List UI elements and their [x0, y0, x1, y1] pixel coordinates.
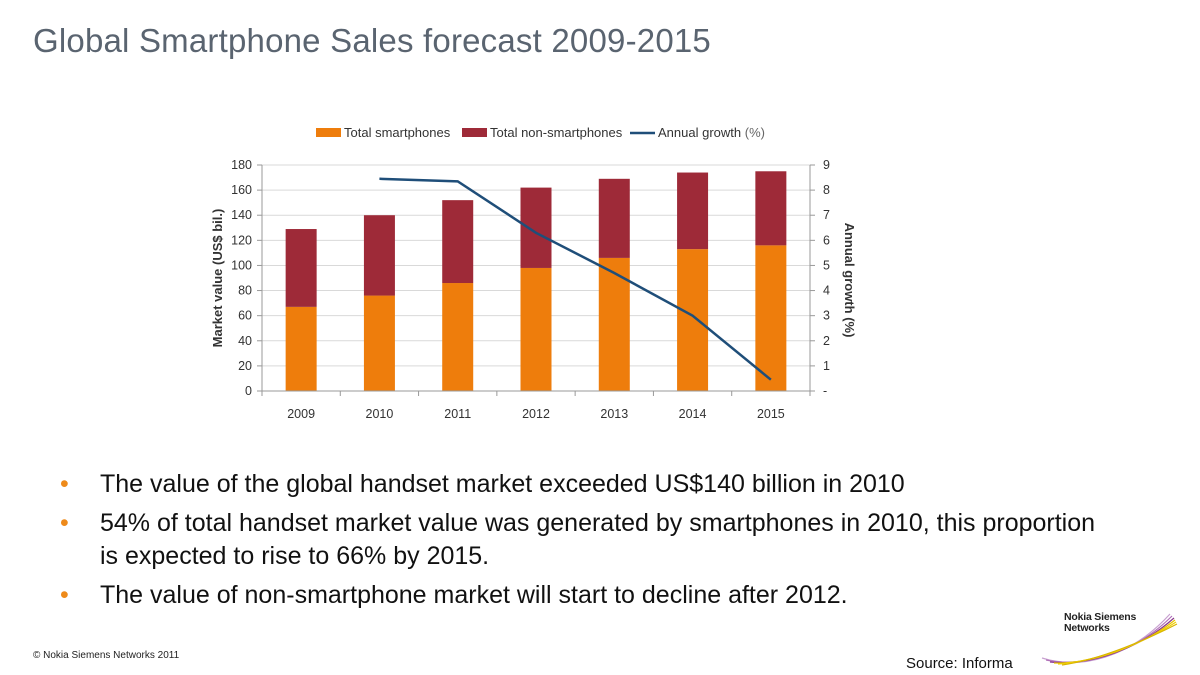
source-note: Source: Informa [906, 655, 1013, 672]
bullet-text: The value of the global handset market e… [100, 470, 905, 498]
y2-axis-title: Annual growth (%) [842, 223, 857, 338]
y2-tick-label: - [823, 384, 827, 398]
bar-non-smartphones [598, 178, 630, 258]
bar-smartphones [598, 257, 630, 391]
chart-axes: 0 20 40 60 80 100 120 140 160 180 - 1 2 3 4 5 6 7 8 9 2009 20… [210, 158, 857, 421]
legend-label-non-smartphones: Total non-smartphones [490, 125, 623, 140]
x-tick-label: 2014 [679, 407, 707, 421]
bullet-item: • 54% of total handset market value was … [60, 507, 1120, 573]
bullet-icon: • [60, 581, 69, 609]
y-tick-label: 80 [238, 284, 252, 298]
x-tick-label: 2009 [287, 407, 315, 421]
legend-label-growth: Annual growth (%) [658, 125, 765, 140]
copyright: © Nokia Siemens Networks 2011 [33, 650, 180, 661]
y2-tick-label: 6 [823, 233, 830, 247]
bar-smartphones [285, 306, 317, 391]
growth-line [379, 177, 772, 381]
bullet-list: • The value of the global handset market… [60, 468, 1120, 618]
y-tick-label: 160 [231, 183, 252, 197]
logo-text: Nokia Siemens Networks [1064, 612, 1136, 634]
bullet-icon: • [60, 509, 69, 537]
bullet-icon: • [60, 470, 69, 498]
bar-smartphones [363, 295, 395, 391]
x-tick-label: 2015 [757, 407, 785, 421]
y-tick-label: 180 [231, 158, 252, 172]
bar-non-smartphones [677, 172, 709, 250]
logo-line-1: Nokia Siemens [1064, 611, 1137, 623]
y-axis-title: Market value (US$ bil.) [210, 209, 225, 348]
bar-non-smartphones [363, 215, 395, 296]
x-tick-label: 2012 [522, 407, 550, 421]
y2-tick-label: 4 [823, 284, 830, 298]
y2-tick-label: 9 [823, 158, 830, 172]
x-tick-label: 2011 [444, 407, 471, 421]
page-title: Global Smartphone Sales forecast 2009-20… [33, 22, 711, 59]
bar-non-smartphones [442, 200, 474, 284]
nokia-siemens-logo-icon [1041, 613, 1178, 666]
bullet-item: • The value of the global handset market… [60, 468, 1120, 501]
x-tick-label: 2013 [600, 407, 628, 421]
y-tick-label: 40 [238, 334, 252, 348]
chart-growth-line [379, 177, 772, 381]
bar-smartphones [442, 283, 474, 391]
bar-smartphones [520, 267, 552, 391]
y-tick-label: 60 [238, 309, 252, 323]
y2-tick-label: 7 [823, 208, 830, 222]
chart-bars [285, 171, 787, 391]
bar-non-smartphones [520, 187, 552, 268]
bar-non-smartphones [285, 229, 317, 307]
legend-label-smartphones: Total smartphones [344, 125, 451, 140]
y2-tick-label: 1 [823, 359, 830, 373]
y-tick-label: 0 [245, 384, 252, 398]
y2-tick-label: 2 [823, 334, 830, 348]
bar-smartphones [677, 249, 709, 391]
y2-tick-label: 5 [823, 258, 830, 272]
logo-line-2: Networks [1064, 622, 1110, 634]
legend-swatch-non-smartphones [462, 128, 487, 137]
y2-tick-label: 8 [823, 183, 830, 197]
y2-tick-label: 3 [823, 309, 830, 323]
y-tick-label: 20 [238, 359, 252, 373]
chart: 0 20 40 60 80 100 120 140 160 180 - 1 2 3 4 5 6 7 8 9 2009 20… [210, 125, 857, 421]
x-tick-label: 2010 [366, 407, 394, 421]
bullet-text: The value of non-smartphone market will … [100, 581, 848, 609]
chart-legend: Total smartphones Total non-smartphones An… [316, 125, 765, 140]
y-tick-label: 140 [231, 208, 252, 222]
y-tick-label: 100 [231, 258, 252, 272]
bullet-item: • The value of non-smartphone market wil… [60, 579, 1120, 612]
y-tick-label: 120 [231, 233, 252, 247]
legend-swatch-smartphones [316, 128, 341, 137]
bar-smartphones [755, 245, 787, 391]
bar-non-smartphones [755, 171, 787, 246]
bullet-text: 54% of total handset market value was ge… [100, 509, 1096, 570]
